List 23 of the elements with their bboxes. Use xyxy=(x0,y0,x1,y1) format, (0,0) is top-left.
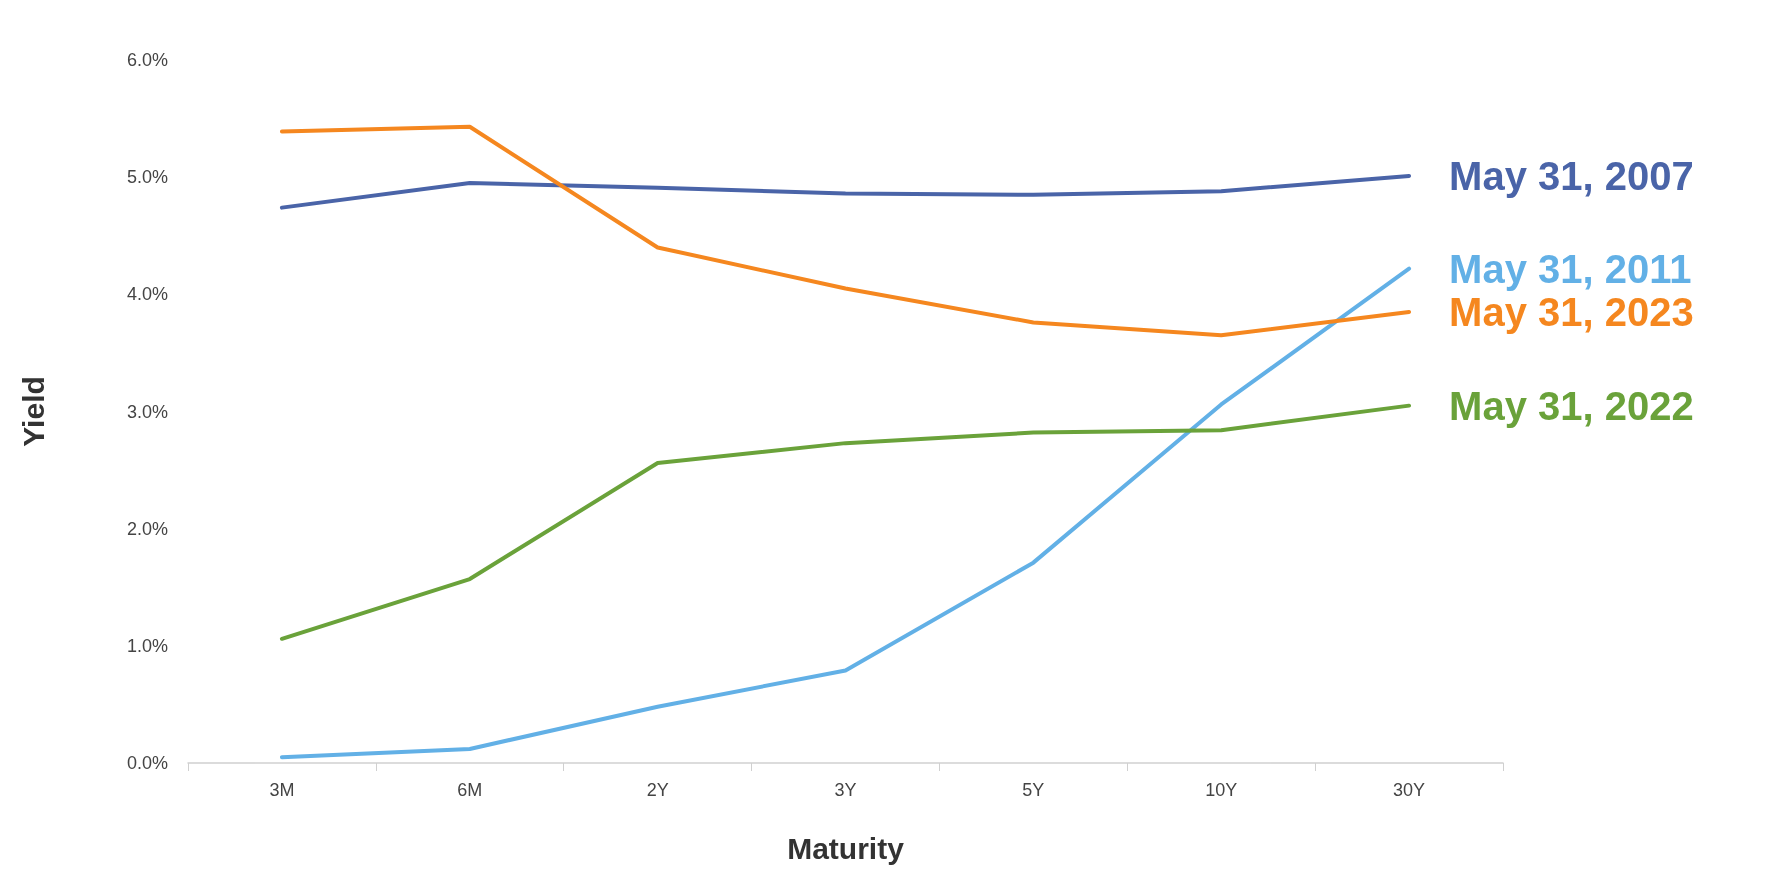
y-tick-label: 2.0% xyxy=(126,518,168,539)
y-tick-label: 4.0% xyxy=(126,284,168,305)
x-tick-label: 6M xyxy=(457,780,483,800)
y-tick-label: 0.0% xyxy=(126,753,168,773)
x-axis-title: Maturity xyxy=(787,831,905,865)
x-tick-label: 5Y xyxy=(1022,780,1045,800)
line-series xyxy=(279,266,1412,760)
y-tick-label: 3.0% xyxy=(126,401,168,422)
line-series xyxy=(279,174,1412,210)
x-tick-label: 3Y xyxy=(834,780,857,800)
y-tick-label: 1.0% xyxy=(126,635,168,656)
series-label: May 31, 2007 xyxy=(1449,153,1694,198)
series-label: May 31, 2011 xyxy=(1449,246,1692,291)
y-axis-title: Yield xyxy=(16,376,50,447)
x-tick-label: 3M xyxy=(269,780,295,800)
line-series xyxy=(279,403,1412,641)
y-tick-label: 5.0% xyxy=(126,167,168,188)
line-series xyxy=(279,124,1412,338)
y-tick-label: 6.0% xyxy=(126,50,168,70)
x-tick-label: 2Y xyxy=(646,780,669,800)
x-tick-label: 10Y xyxy=(1205,780,1238,800)
x-tick-label: 30Y xyxy=(1393,780,1426,800)
series-label: May 31, 2022 xyxy=(1449,383,1694,428)
